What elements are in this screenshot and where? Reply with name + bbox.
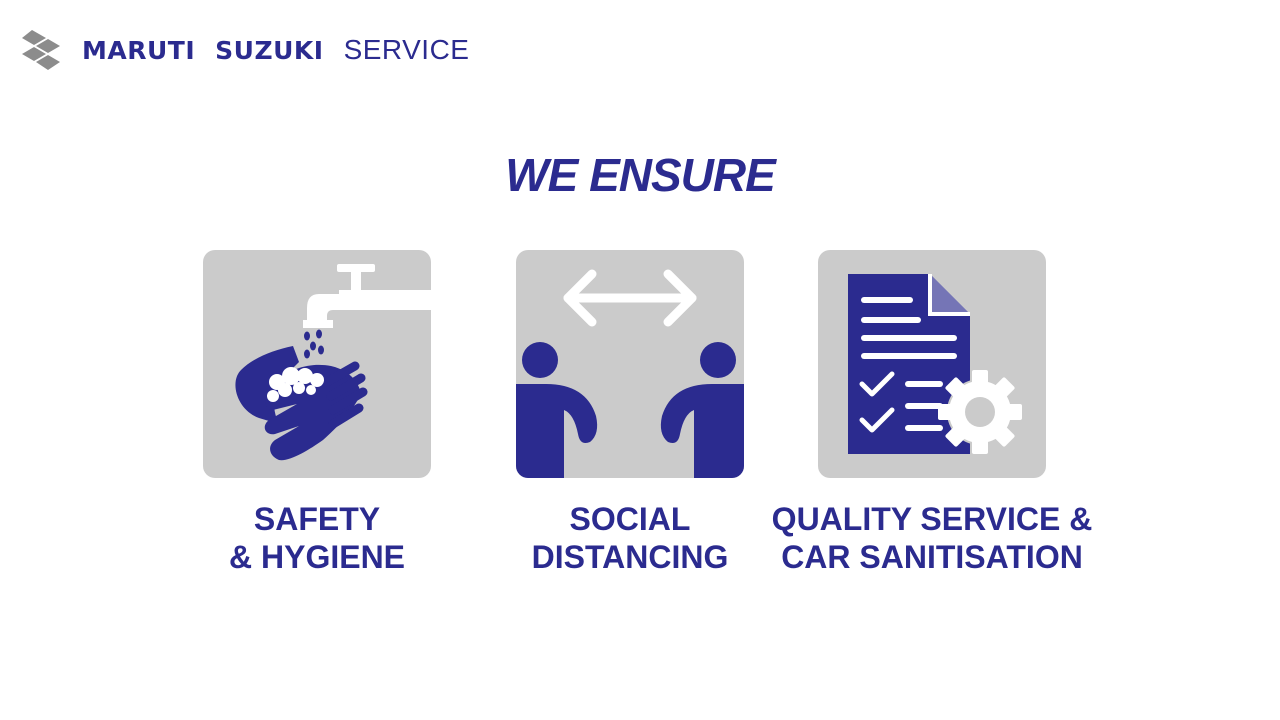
brand-name-maruti: MARUTI [82,36,196,65]
safety-hygiene-label: SAFETY & HYGIENE [203,500,431,576]
social-distancing-icon [516,269,744,478]
brand-name-suzuki: SUZUKI [215,36,324,65]
quality-service-line2: CAR SANITISATION [781,539,1083,575]
page-title: WE ENSURE [505,149,776,201]
quality-service-card [818,250,1046,478]
safety-hygiene-card [203,250,431,478]
social-distancing-label: SOCIAL DISTANCING [516,500,744,576]
safety-hygiene-line1: SAFETY [253,501,381,537]
quality-service-line1: QUALITY SERVICE & [771,501,1093,537]
document-gear-icon [848,274,1022,454]
safety-hygiene-line2: & HYGIENE [228,539,406,575]
handwash-icon [235,264,431,461]
social-distancing-line2: DISTANCING [531,539,729,575]
social-distancing-line1: SOCIAL [569,501,691,537]
brand-service: SERVICE [343,34,470,65]
social-distancing-card [516,250,744,478]
brand-name: MARUTI SUZUKI SERVICE [82,34,469,66]
quality-service-label: QUALITY SERVICE & CAR SANITISATION [768,500,1096,576]
suzuki-logo-icon [22,30,60,70]
brand-header: MARUTI SUZUKI SERVICE [20,28,469,72]
